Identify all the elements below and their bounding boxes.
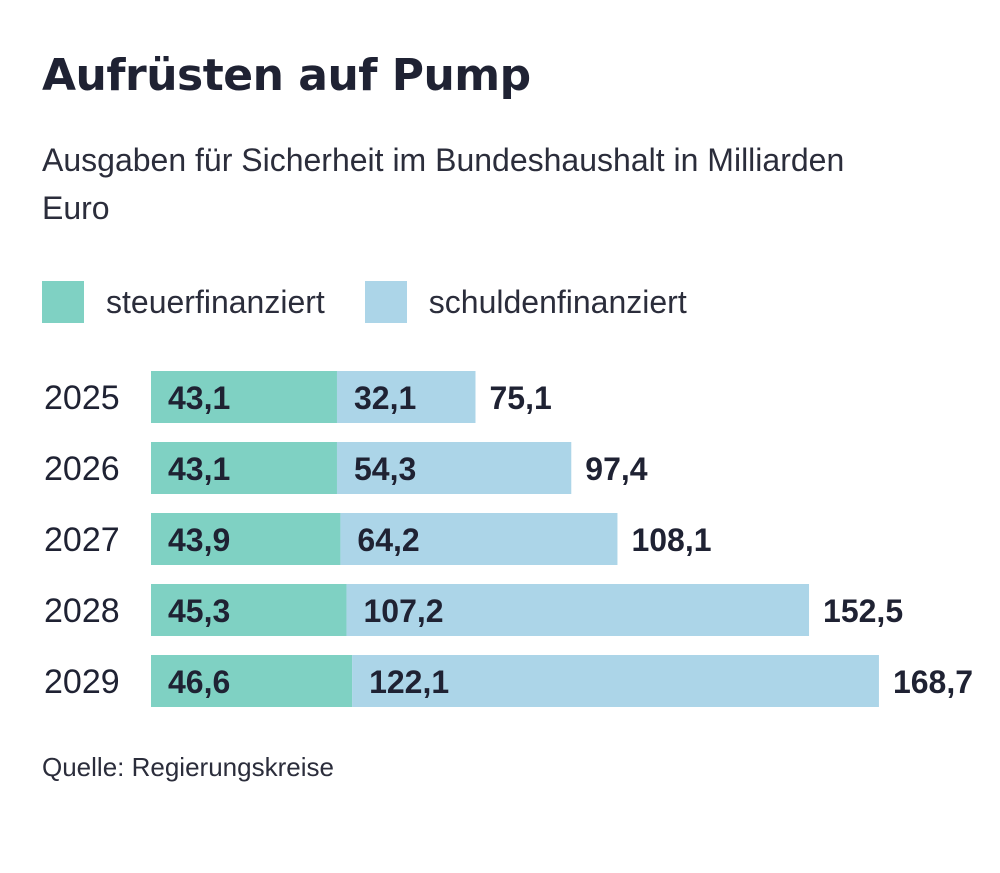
year-label-2025: 2025 (44, 379, 120, 417)
bar-row-2025: 2025 43,1 32,1 75,1 (44, 371, 552, 423)
bar-steuerfinanziert-2026 (151, 442, 337, 494)
bar-steuerfinanziert-2025 (151, 371, 337, 423)
value-label-steuerfinanziert-2025: 43,1 (168, 380, 230, 416)
chart-title: Aufrüsten auf Pump (42, 50, 531, 101)
legend-item-steuerfinanziert: steuerfinanziert (42, 281, 325, 323)
bar-schuldenfinanziert-2028 (346, 584, 810, 636)
bar-steuerfinanziert-2028 (151, 584, 347, 636)
bar-schuldenfinanziert-2029 (352, 655, 879, 707)
source-note: Quelle: Regierungskreise (42, 752, 334, 782)
value-label-steuerfinanziert-2028: 45,3 (168, 593, 230, 629)
bar-steuerfinanziert-2027 (151, 513, 341, 565)
total-label-2029: 168,7 (893, 664, 973, 700)
legend: steuerfinanziert schuldenfinanziert (42, 281, 727, 323)
bar-schuldenfinanziert-2027 (340, 513, 618, 565)
bar-schuldenfinanziert-2025 (336, 371, 476, 423)
value-label-schuldenfinanziert-2025: 32,1 (354, 380, 416, 416)
bar-row-2028: 2028 45,3 107,2 152,5 (44, 584, 903, 636)
value-label-schuldenfinanziert-2028: 107,2 (363, 593, 443, 629)
legend-swatch-schuldenfinanziert (364, 281, 407, 323)
value-label-steuerfinanziert-2026: 43,1 (168, 451, 230, 487)
bar-row-2027: 2027 43,9 64,2 108,1 (44, 513, 712, 565)
value-label-schuldenfinanziert-2026: 54,3 (354, 451, 416, 487)
chart-subtitle: Ausgaben für Sicherheit im Bundeshaushal… (42, 142, 845, 226)
legend-swatch-steuerfinanziert (42, 281, 84, 323)
total-label-2028: 152,5 (823, 593, 903, 629)
year-label-2029: 2029 (44, 663, 120, 701)
legend-item-schuldenfinanziert: schuldenfinanziert (364, 281, 687, 323)
total-label-2025: 75,1 (489, 380, 551, 416)
total-label-2026: 97,4 (585, 451, 647, 487)
value-label-steuerfinanziert-2027: 43,9 (168, 522, 230, 558)
bar-schuldenfinanziert-2026 (336, 442, 572, 494)
bar-row-2029: 2029 46,6 122,1 168,7 (44, 655, 973, 707)
total-label-2027: 108,1 (631, 522, 711, 558)
year-label-2027: 2027 (44, 521, 120, 559)
value-label-steuerfinanziert-2029: 46,6 (168, 664, 230, 700)
value-label-schuldenfinanziert-2029: 122,1 (369, 664, 449, 700)
year-label-2026: 2026 (44, 450, 120, 488)
bar-chart: 2025 43,1 32,1 75,1 2026 43,1 54,3 97,4 2027 43,9… (44, 371, 973, 707)
bar-steuerfinanziert-2029 (151, 655, 353, 707)
legend-label-schuldenfinanziert: schuldenfinanziert (428, 283, 687, 320)
legend-label-steuerfinanziert: steuerfinanziert (106, 283, 325, 320)
year-label-2028: 2028 (44, 592, 120, 630)
value-label-schuldenfinanziert-2027: 64,2 (357, 522, 419, 558)
bar-row-2026: 2026 43,1 54,3 97,4 (44, 442, 648, 494)
